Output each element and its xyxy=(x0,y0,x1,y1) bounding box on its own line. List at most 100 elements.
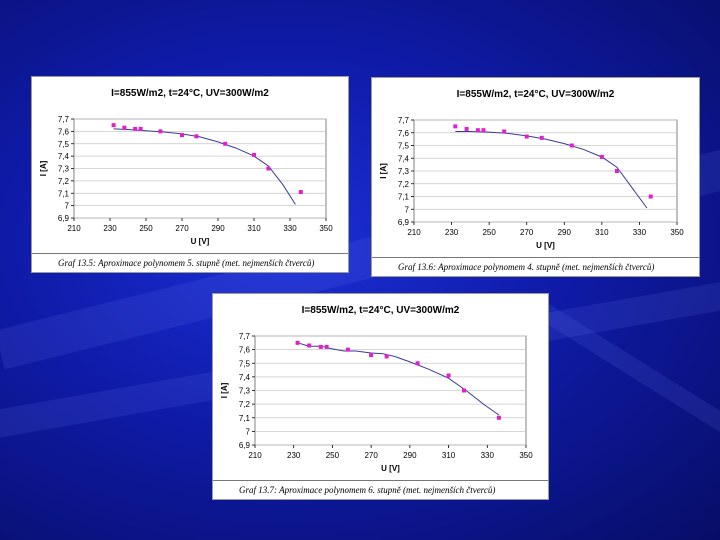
y-tick-label: 7,4 xyxy=(58,152,70,161)
x-tick-label: 350 xyxy=(670,228,684,237)
chart-panel-1: I=855W/m2, t=24°C, UV=300W/m2 7,7 7,6 7,5 7,… xyxy=(31,76,349,273)
y-axis-label: I [A] xyxy=(379,163,388,179)
data-point xyxy=(614,169,619,173)
y-tick-label: 7 xyxy=(405,205,410,214)
data-point xyxy=(138,126,143,131)
data-point xyxy=(502,129,507,134)
y-tick-label: 7,2 xyxy=(239,400,251,409)
x-tick-label: 330 xyxy=(633,228,647,237)
fit-curve-line xyxy=(455,131,648,209)
y-tick-label: 7,1 xyxy=(58,189,70,198)
x-tick-label: 250 xyxy=(139,224,153,233)
data-point xyxy=(539,135,544,140)
x-tick-label: 210 xyxy=(248,451,262,460)
x-tick-label: 210 xyxy=(67,224,81,233)
x-tick-label: 270 xyxy=(364,451,378,460)
data-point xyxy=(307,343,312,348)
data-point xyxy=(223,141,228,146)
x-tick-label: 290 xyxy=(558,228,572,237)
x-tick-label: 330 xyxy=(481,451,495,460)
chart-panel-2: I=855W/m2, t=24°C, UV=300W/m2 7,7 7,6 7,5 7,… xyxy=(371,77,700,277)
data-point xyxy=(298,190,303,195)
data-point xyxy=(295,340,300,345)
y-tick-label: 7 xyxy=(246,427,251,436)
y-tick-label: 7,4 xyxy=(239,373,251,382)
x-tick-label: 230 xyxy=(103,224,117,233)
x-tick-label: 230 xyxy=(445,228,459,237)
x-tick-label: 290 xyxy=(403,451,417,460)
data-point xyxy=(194,134,199,139)
chart-1: I=855W/m2, t=24°C, UV=300W/m2 7,7 7,6 7,5 7,… xyxy=(39,88,333,246)
data-point xyxy=(462,388,467,393)
data-point xyxy=(415,361,420,366)
data-point xyxy=(122,125,127,130)
data-point xyxy=(569,143,574,148)
x-tick-label: 290 xyxy=(211,224,225,233)
x-tick-label: 250 xyxy=(326,451,340,460)
chart-caption: Graf 13.6: Aproximace polynomem 4. stupn… xyxy=(372,257,699,276)
x-axis-label: U [V] xyxy=(536,241,555,250)
data-point xyxy=(453,124,458,129)
y-tick-label: 7,2 xyxy=(398,180,410,189)
data-point xyxy=(345,347,350,352)
data-point xyxy=(180,133,184,138)
data-point xyxy=(266,166,271,171)
x-tick-label: 310 xyxy=(442,451,456,460)
fit-curve-line xyxy=(113,128,296,205)
y-tick-label: 6,9 xyxy=(398,218,410,227)
x-tick-label: 350 xyxy=(519,451,533,460)
y-tick-label: 7,6 xyxy=(58,127,70,136)
x-tick-label: 350 xyxy=(319,224,333,233)
y-tick-label: 7,4 xyxy=(398,154,410,163)
y-tick-label: 7,6 xyxy=(239,346,251,355)
chart-2: I=855W/m2, t=24°C, UV=300W/m2 7,7 7,6 7,5 7,… xyxy=(379,89,684,250)
y-tick-label: 6,9 xyxy=(239,441,251,450)
y-tick-label: 7,1 xyxy=(398,193,410,202)
chart-title: I=855W/m2, t=24°C, UV=300W/m2 xyxy=(302,305,460,316)
x-tick-label: 310 xyxy=(595,228,609,237)
y-tick-label: 7,7 xyxy=(239,332,251,341)
data-point xyxy=(648,194,653,199)
y-axis-label: I [A] xyxy=(220,382,229,398)
x-axis-label: U [V] xyxy=(381,464,400,473)
data-point xyxy=(252,152,256,157)
y-tick-label: 7,3 xyxy=(58,165,70,174)
y-tick-label: 7 xyxy=(65,202,70,211)
y-axis-label: I [A] xyxy=(39,160,48,176)
data-point xyxy=(133,126,138,131)
y-tick-label: 6,9 xyxy=(58,214,70,223)
x-tick-label: 270 xyxy=(175,224,189,233)
x-tick-label: 310 xyxy=(247,224,261,233)
y-tick-label: 7,5 xyxy=(239,359,251,368)
y-tick-label: 7,1 xyxy=(239,414,251,423)
data-point xyxy=(384,354,389,359)
data-point xyxy=(464,126,469,131)
x-tick-label: 270 xyxy=(520,228,534,237)
chart-3: I=855W/m2, t=24°C, UV=300W/m2 7,7 7,6 7,5 7,… xyxy=(220,305,533,473)
y-tick-label: 7,7 xyxy=(398,116,410,125)
data-point xyxy=(324,344,329,349)
data-point xyxy=(599,154,604,159)
y-tick-label: 7,3 xyxy=(398,167,410,176)
x-tick-label: 330 xyxy=(283,224,297,233)
y-tick-label: 7,2 xyxy=(58,177,70,186)
y-tick-label: 7,5 xyxy=(58,140,70,149)
data-point xyxy=(446,373,451,378)
data-point xyxy=(496,415,501,420)
x-tick-label: 210 xyxy=(407,228,421,237)
chart-panel-3: I=855W/m2, t=24°C, UV=300W/m2 7,7 7,6 7,5 7,… xyxy=(212,293,549,500)
chart-title: I=855W/m2, t=24°C, UV=300W/m2 xyxy=(111,88,269,99)
chart-title: I=855W/m2, t=24°C, UV=300W/m2 xyxy=(457,89,615,100)
data-point xyxy=(475,128,480,133)
x-tick-label: 230 xyxy=(287,451,301,460)
data-point xyxy=(524,134,529,139)
data-point xyxy=(481,128,486,133)
y-tick-label: 7,5 xyxy=(398,142,410,151)
y-tick-label: 7,7 xyxy=(58,115,70,124)
chart-caption: Graf 13.7: Aproximace polynomem 6. stupn… xyxy=(213,480,548,499)
y-tick-label: 7,6 xyxy=(398,129,410,138)
x-axis-label: U [V] xyxy=(191,237,210,246)
data-point xyxy=(318,344,323,349)
data-point xyxy=(158,129,163,134)
y-tick-label: 7,3 xyxy=(239,387,251,396)
